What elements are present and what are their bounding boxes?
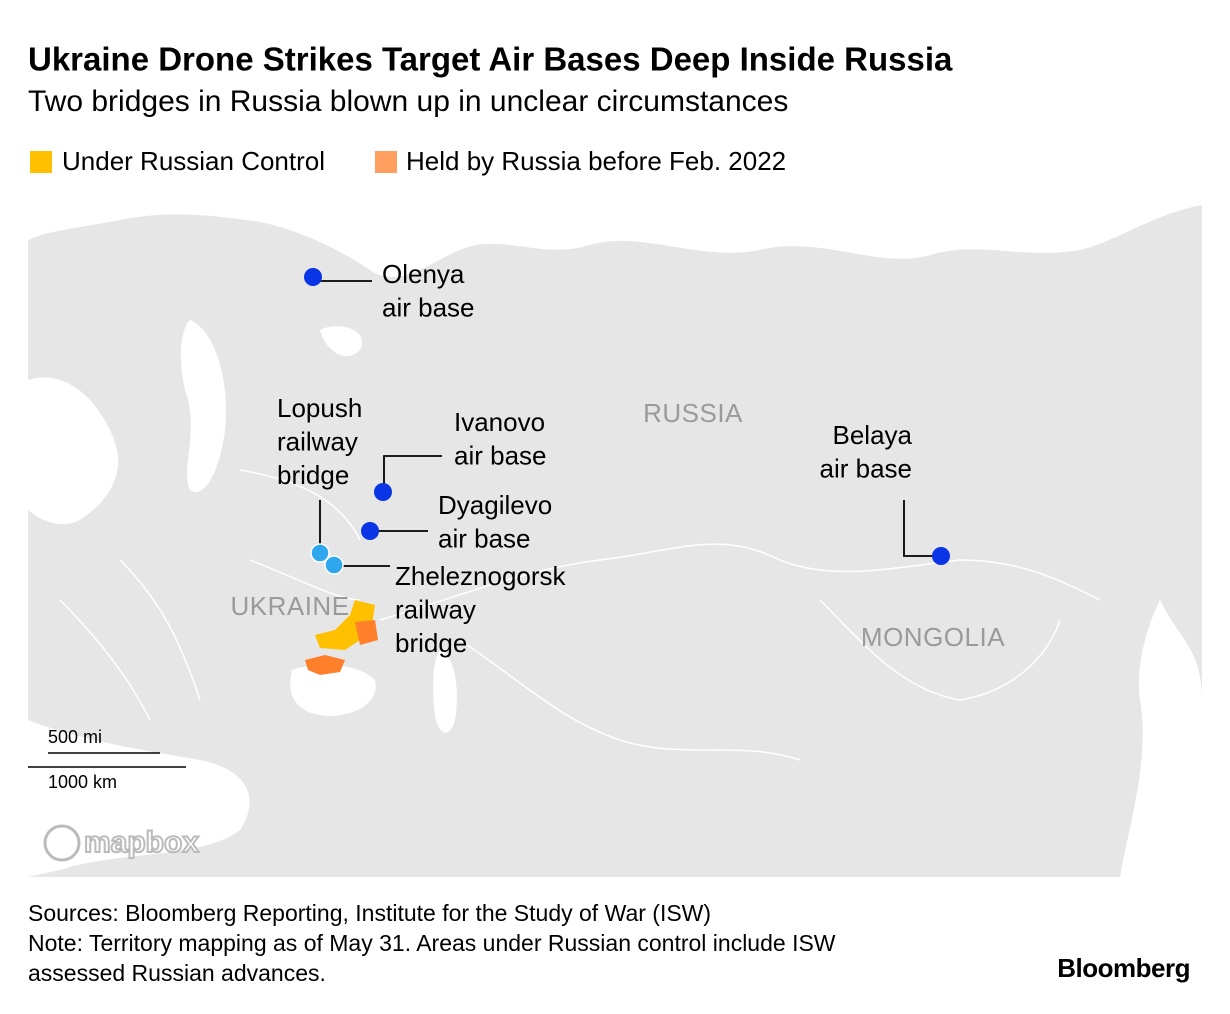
- black-sea: [290, 664, 376, 716]
- footnote: assessed Russian advances.: [28, 960, 326, 986]
- marker: [932, 547, 950, 565]
- region-label: UKRAINE: [230, 591, 349, 621]
- footnote: Sources: Bloomberg Reporting, Institute …: [28, 900, 711, 926]
- place-label: air base: [820, 453, 913, 483]
- legend-label: Held by Russia before Feb. 2022: [406, 146, 786, 176]
- place-label: railway: [277, 426, 358, 456]
- arctic-sea: [28, 185, 1202, 277]
- place-label: Zheleznogorsk: [395, 561, 567, 591]
- legend-label: Under Russian Control: [62, 146, 325, 176]
- marker: [304, 268, 322, 286]
- marker: [374, 483, 392, 501]
- place-label: Lopush: [277, 393, 362, 423]
- baltic-sea: [180, 320, 226, 492]
- place-label: Olenya: [382, 259, 465, 289]
- mediterranean-sea: [28, 720, 250, 877]
- marker: [324, 555, 344, 575]
- place-label: bridge: [395, 628, 467, 658]
- place-label: air base: [454, 440, 547, 470]
- place-label: railway: [395, 594, 476, 624]
- brand: Bloomberg: [1057, 953, 1190, 983]
- north-sea: [28, 377, 119, 525]
- scale-label: 500 mi: [48, 727, 102, 747]
- place-label: Ivanovo: [454, 407, 545, 437]
- place-label: bridge: [277, 460, 349, 490]
- place-label: Belaya: [833, 420, 913, 450]
- pre-2022: [305, 620, 378, 675]
- place-label: Dyagilevo: [438, 490, 552, 520]
- region-label: RUSSIA: [643, 398, 743, 428]
- subtitle: Two bridges in Russia blown up in unclea…: [28, 85, 788, 118]
- marker: [310, 543, 330, 563]
- caspian-sea: [433, 650, 457, 733]
- land: [28, 185, 1202, 877]
- footnote: Note: Territory mapping as of May 31. Ar…: [28, 930, 836, 956]
- legend-swatch: [30, 151, 52, 173]
- place-label: air base: [438, 523, 531, 553]
- marker: [361, 522, 379, 540]
- title: Ukraine Drone Strikes Target Air Bases D…: [28, 41, 953, 78]
- pacific-sea: [1120, 600, 1202, 877]
- region-label: MONGOLIA: [861, 622, 1005, 652]
- scale-label: 1000 km: [48, 772, 117, 792]
- attribution: mapbox: [84, 826, 199, 859]
- white-sea: [320, 326, 362, 357]
- place-label: air base: [382, 292, 475, 322]
- legend-swatch: [375, 151, 397, 173]
